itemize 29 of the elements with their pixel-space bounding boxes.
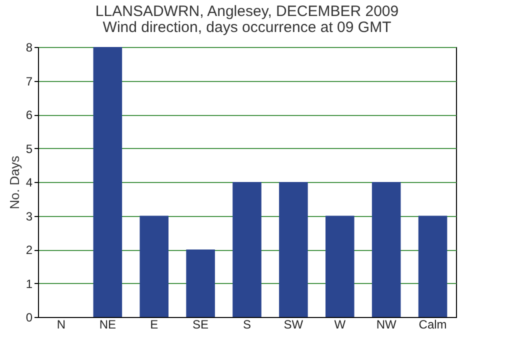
- bar: [325, 216, 354, 317]
- x-tick-label: W: [334, 318, 346, 332]
- bar: [140, 216, 169, 317]
- y-tick-label: 2: [26, 243, 33, 257]
- chart-subtitle: Wind direction, days occurrence at 09 GMT: [102, 19, 392, 36]
- chart-title: LLANSADWRN, Anglesey, DECEMBER 2009: [95, 3, 399, 20]
- x-tick-label: S: [242, 318, 252, 332]
- bar: [372, 182, 401, 317]
- y-tick-label: 4: [26, 176, 33, 190]
- bar: [186, 250, 215, 317]
- bar: [418, 216, 448, 317]
- y-tick-label: 6: [26, 108, 33, 122]
- bar: [93, 47, 122, 317]
- y-tick-label: 0: [26, 310, 33, 324]
- x-tick-label: SW: [284, 318, 304, 332]
- y-tick-label: 7: [26, 74, 33, 88]
- bar: [279, 182, 308, 317]
- x-tick-label: NW: [376, 318, 397, 332]
- x-tick-label: SE: [192, 318, 209, 332]
- bar: [232, 182, 262, 317]
- y-tick-label: 5: [26, 142, 33, 156]
- x-tick-label: NE: [99, 318, 116, 332]
- x-tick-label: N: [56, 318, 66, 332]
- y-axis-title: No. Days: [6, 155, 22, 210]
- x-tick-label: E: [150, 318, 158, 332]
- y-tick-label: 1: [26, 276, 33, 291]
- y-tick-label: 8: [26, 40, 33, 54]
- y-tick-label: 3: [26, 209, 33, 224]
- x-tick-label: Calm: [418, 318, 447, 332]
